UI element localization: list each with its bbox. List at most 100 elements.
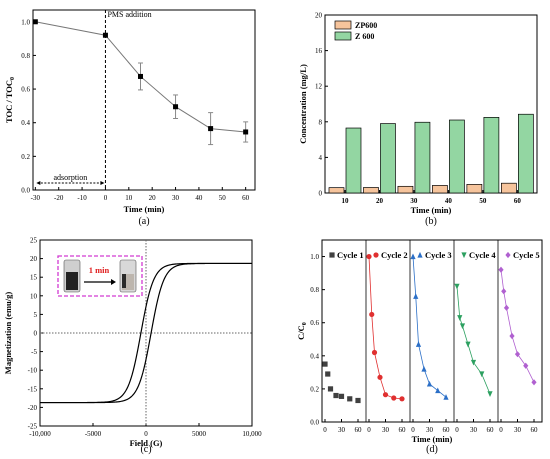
legend-label: Z 600 bbox=[355, 32, 374, 41]
x-tick-label: 40 bbox=[195, 194, 203, 202]
x-tick-label: 30 bbox=[514, 426, 522, 434]
data-point bbox=[501, 288, 507, 295]
y-tick-label: 12 bbox=[315, 83, 323, 91]
y-tick-label: 0.8 bbox=[310, 286, 319, 294]
data-point bbox=[479, 371, 485, 378]
plot-frame bbox=[32, 9, 256, 191]
panel-label: (b) bbox=[425, 216, 437, 227]
cycle-legend-marker bbox=[329, 252, 335, 258]
x-axis-label: Time (min) bbox=[411, 205, 452, 215]
cycle-label: Cycle 1 bbox=[337, 250, 364, 260]
bar-zp600 bbox=[328, 187, 345, 194]
y-tick-label: 0 bbox=[319, 190, 323, 198]
x-tick-label: -5000 bbox=[85, 430, 102, 438]
x-tick-label: 30 bbox=[172, 194, 180, 202]
fit-curve bbox=[412, 256, 447, 398]
y-tick-label: -25 bbox=[28, 423, 38, 431]
data-point bbox=[333, 392, 339, 399]
y-tick-label: 16 bbox=[315, 47, 323, 55]
data-point bbox=[32, 19, 38, 25]
y-tick-label: 0.4 bbox=[21, 119, 30, 127]
data-point bbox=[327, 386, 334, 392]
vial-after-magnet-particles bbox=[122, 274, 126, 288]
cycle-legend-marker bbox=[373, 252, 379, 258]
x-tick-label: 30 bbox=[338, 426, 346, 434]
y-tick-label: 1.0 bbox=[21, 18, 30, 26]
x-tick-label: 20 bbox=[376, 197, 384, 205]
y-tick-label: 0.6 bbox=[21, 86, 30, 94]
y-tick-label: -20 bbox=[28, 404, 38, 412]
cycle-label: Cycle 5 bbox=[513, 250, 540, 260]
panel-label: (a) bbox=[138, 216, 149, 227]
x-tick-label: 30 bbox=[382, 426, 390, 434]
cycle-legend-marker bbox=[417, 251, 423, 258]
y-tick-label: 1.0 bbox=[310, 253, 319, 261]
x-tick-label: 10,000 bbox=[242, 430, 262, 438]
x-tick-label: 30 bbox=[426, 426, 434, 434]
data-point bbox=[465, 341, 471, 348]
inset-label: 1 min bbox=[89, 265, 110, 275]
x-tick-label: 0 bbox=[144, 430, 148, 438]
x-tick-label: 60 bbox=[514, 197, 522, 205]
data-point bbox=[322, 361, 328, 367]
x-tick-label: 50 bbox=[219, 194, 227, 202]
y-tick-label: -5 bbox=[31, 348, 37, 356]
x-tick-label: -20 bbox=[54, 194, 64, 202]
data-point bbox=[421, 365, 427, 372]
arrow-head-right bbox=[100, 181, 105, 185]
y-tick-label: 5 bbox=[34, 311, 38, 319]
hysteresis-branch-down bbox=[40, 262, 252, 404]
y-tick-label: -15 bbox=[28, 385, 38, 393]
cycle-legend-marker bbox=[461, 252, 467, 259]
cycle-legend-marker bbox=[505, 251, 511, 259]
panel-label: (c) bbox=[140, 444, 151, 455]
bar-zp600 bbox=[363, 187, 379, 194]
annotation-adsorption: adsorption bbox=[53, 173, 87, 182]
data-point bbox=[399, 396, 405, 402]
data-point bbox=[459, 323, 466, 330]
y-tick-label: 20 bbox=[315, 12, 323, 20]
data-point bbox=[369, 311, 375, 318]
bar-z600 bbox=[345, 127, 362, 194]
x-tick-label: 60 bbox=[443, 426, 451, 434]
data-point bbox=[377, 374, 383, 380]
plot-frame bbox=[321, 239, 543, 423]
data-point bbox=[454, 283, 460, 290]
cycle-label: Cycle 2 bbox=[381, 250, 408, 260]
data-point bbox=[371, 349, 378, 356]
panel-label: (d) bbox=[426, 444, 438, 455]
x-tick-label: 0 bbox=[323, 426, 327, 434]
x-tick-label: 60 bbox=[355, 426, 363, 434]
y-tick-label: 0.0 bbox=[310, 419, 319, 427]
x-axis-label: Field (G) bbox=[130, 438, 163, 448]
data-point bbox=[366, 253, 372, 260]
fit-curve bbox=[368, 256, 403, 400]
x-tick-label: 60 bbox=[531, 426, 539, 434]
vial-before-liquid bbox=[66, 272, 78, 290]
x-tick-label: 30 bbox=[410, 197, 418, 205]
y-tick-label: 0.8 bbox=[21, 52, 30, 60]
y-tick-label: 0.0 bbox=[21, 187, 30, 195]
annotation-pms: PMS addition bbox=[107, 10, 151, 19]
bar-z600 bbox=[518, 113, 534, 194]
arrow-head-left bbox=[36, 181, 41, 185]
data-point bbox=[503, 304, 510, 311]
y-tick-label: 0.6 bbox=[310, 319, 319, 327]
data-point bbox=[443, 394, 449, 400]
data-point bbox=[415, 341, 422, 347]
x-tick-label: -30 bbox=[31, 194, 41, 202]
panel-a: -30 -20 -10 0 10 20 30 40 50 60 0.0 0.2 0.4 0.6 0.8 1.0… bbox=[4, 9, 256, 227]
y-tick-label: 25 bbox=[30, 237, 38, 245]
x-tick-label: 60 bbox=[242, 194, 250, 202]
bar-z600 bbox=[414, 121, 431, 194]
fit-curve bbox=[500, 269, 535, 383]
x-tick-label: 0 bbox=[104, 194, 108, 202]
panel-c: -10,000 -5000 0 5000 10,000 -25 -20 -15 -10 -5 0 5 1… bbox=[3, 237, 262, 456]
legend-swatch bbox=[334, 31, 352, 41]
data-point bbox=[137, 73, 143, 79]
bar-z600 bbox=[380, 123, 396, 194]
x-tick-label: 60 bbox=[399, 426, 407, 434]
x-tick-label: 10 bbox=[341, 197, 349, 205]
y-tick-label: 4 bbox=[319, 154, 323, 162]
